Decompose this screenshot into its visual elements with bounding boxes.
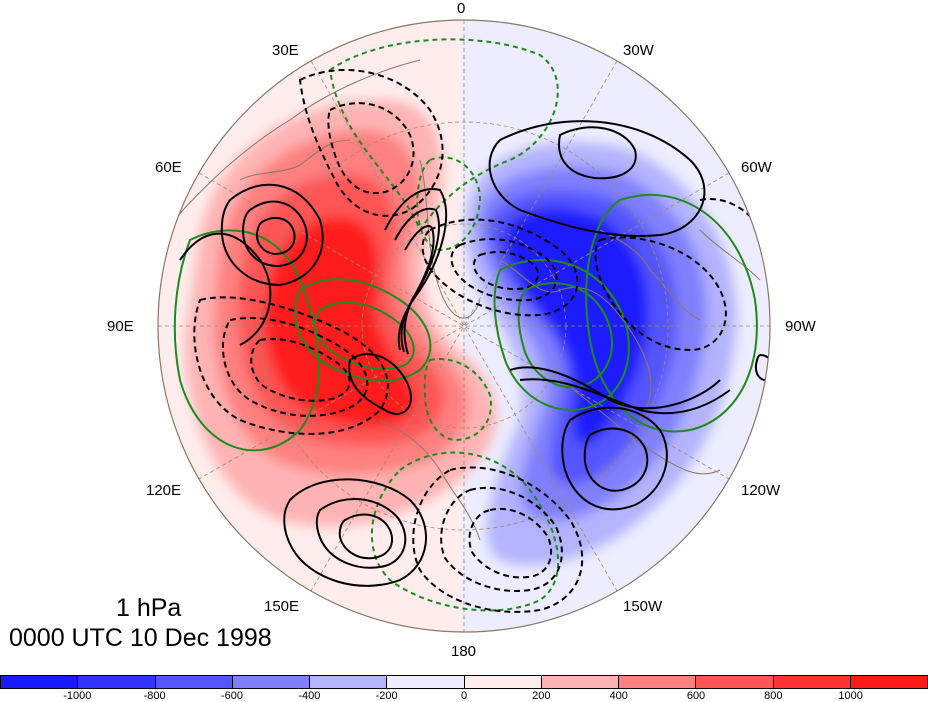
colorbar-segment (1, 676, 79, 688)
polar-stereographic-plot (157, 19, 771, 633)
colorbar-segment (155, 676, 233, 688)
colorbar-segment (464, 676, 542, 688)
colorbar-tick-label: 400 (609, 690, 628, 702)
colorbar-tick-label: -800 (143, 690, 166, 702)
map-boundary (157, 19, 771, 633)
lon-label-30w: 30W (623, 42, 654, 59)
colorbar-segment (78, 676, 156, 688)
colorbar-tick-label: -600 (220, 690, 244, 702)
colorbar-tick-label: 600 (686, 690, 706, 702)
colorbar-tick-label: 1000 (838, 690, 863, 702)
lon-label-180: 180 (451, 643, 477, 660)
lon-label-120w: 120W (741, 482, 781, 499)
colorbar-tick-label: -200 (375, 690, 398, 702)
colorbar-segment (232, 676, 310, 688)
lon-label-30e: 30E (272, 42, 299, 59)
black-contours (179, 120, 770, 587)
colorbar-tick-label: -1000 (63, 690, 92, 702)
colorbar-tick-label: 800 (764, 690, 783, 702)
graticule (158, 20, 770, 632)
shaded-field (158, 20, 770, 632)
lon-label-60e: 60E (155, 159, 182, 176)
timestamp-label: 0000 UTC 10 Dec 1998 (9, 624, 272, 652)
pressure-level-label: 1 hPa (116, 594, 182, 622)
lon-label-90e: 90E (107, 318, 134, 335)
lon-label-150e: 150E (264, 598, 300, 615)
coastlines (164, 59, 761, 581)
colorbar-segment (619, 676, 697, 688)
lon-label-0: 0 (457, 0, 466, 17)
colorbar-tick-label: 0 (460, 690, 468, 702)
colorbar-tick-label: -400 (298, 690, 321, 702)
lon-label-60w: 60W (741, 159, 772, 176)
colorbar-segment (696, 676, 774, 688)
lon-label-90w: 90W (785, 318, 816, 335)
colorbar-segment (387, 676, 465, 688)
black-dashed-contours (193, 69, 761, 613)
colorbar-segment (773, 676, 851, 688)
colorbar-tick-label: 200 (532, 690, 551, 702)
lon-label-120e: 120E (146, 482, 182, 499)
lon-label-150w: 150W (623, 598, 663, 615)
colorbar-segment (310, 676, 388, 688)
colorbar (0, 675, 928, 689)
colorbar-segment (850, 676, 927, 688)
colorbar-segment (541, 676, 619, 688)
